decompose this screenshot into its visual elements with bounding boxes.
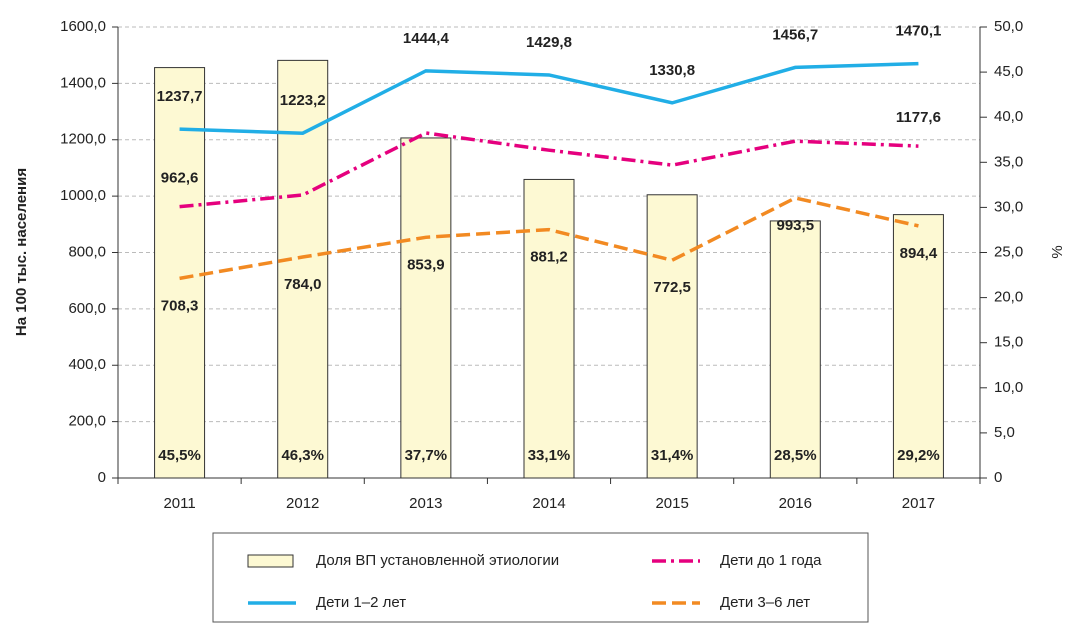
- y-tick-label: 200,0: [68, 413, 106, 430]
- data-label: 1237,7: [157, 88, 203, 105]
- data-label: 33,1%: [528, 447, 571, 464]
- data-label: 29,2%: [897, 447, 940, 464]
- data-label: 37,7%: [405, 447, 448, 464]
- bar: [400, 137, 452, 479]
- data-label: 1470,1: [895, 23, 941, 40]
- y2-tick-label: 15,0: [994, 334, 1023, 351]
- y2-tick-label: 20,0: [994, 289, 1023, 306]
- data-label: 28,5%: [774, 447, 817, 464]
- y2-tick-label: 25,0: [994, 243, 1023, 260]
- x-tick-label: 2015: [655, 495, 688, 512]
- data-label: 1456,7: [772, 26, 818, 43]
- y2-tick-label: 50,0: [994, 18, 1023, 35]
- data-label: 708,3: [161, 297, 199, 314]
- x-tick-label: 2013: [409, 495, 442, 512]
- x-tick-label: 2017: [902, 495, 935, 512]
- y2-tick-label: 45,0: [994, 63, 1023, 80]
- line: [179, 61, 919, 135]
- data-label: 1330,8: [649, 62, 695, 79]
- data-label: 45,5%: [158, 447, 201, 464]
- data-label: 881,2: [530, 249, 568, 266]
- data-label: 784,0: [284, 276, 322, 293]
- bar: [769, 220, 821, 479]
- line: [179, 131, 919, 209]
- y-tick-label: 400,0: [68, 356, 106, 373]
- y-tick-label: 600,0: [68, 300, 106, 317]
- y2-tick-label: 30,0: [994, 198, 1023, 215]
- legend-label: Дети 1–2 лет: [316, 594, 406, 611]
- y-tick-label: 0: [98, 469, 106, 486]
- data-label: 853,9: [407, 256, 445, 273]
- data-label: 1429,8: [526, 34, 572, 51]
- y2-tick-label: 10,0: [994, 379, 1023, 396]
- legend-box: [212, 532, 869, 623]
- y-tick-label: 1200,0: [60, 131, 106, 148]
- y-tick-label: 1400,0: [60, 74, 106, 91]
- data-label: 894,4: [900, 245, 938, 262]
- y2-tick-label: 5,0: [994, 424, 1015, 441]
- legend-swatch: [247, 554, 294, 568]
- y2-tick-label: 40,0: [994, 108, 1023, 125]
- y-tick-label: 1600,0: [60, 18, 106, 35]
- y-tick-label: 800,0: [68, 243, 106, 260]
- data-label: 46,3%: [281, 447, 324, 464]
- legend-label: Дети 3–6 лет: [720, 594, 810, 611]
- bar: [892, 214, 944, 479]
- bar: [523, 178, 575, 479]
- line: [179, 196, 919, 281]
- data-label: 993,5: [777, 217, 815, 234]
- bar: [277, 59, 329, 479]
- data-label: 1223,2: [280, 92, 326, 109]
- data-label: 1177,6: [896, 109, 941, 126]
- bar: [154, 67, 206, 479]
- data-label: 962,6: [161, 170, 199, 187]
- legend-label: Дети до 1 года: [720, 552, 822, 569]
- y2-tick-label: 0: [994, 469, 1002, 486]
- legend-label: Доля ВП установленной этиологии: [316, 552, 559, 569]
- x-tick-label: 2016: [779, 495, 812, 512]
- bar: [646, 194, 698, 479]
- x-tick-label: 2012: [286, 495, 319, 512]
- x-tick-label: 2014: [532, 495, 565, 512]
- y-axis-label: На 100 тыс. населения: [13, 168, 30, 336]
- data-label: 772,5: [653, 279, 691, 296]
- data-label: 1444,4: [403, 30, 450, 47]
- x-tick-label: 2011: [163, 495, 195, 512]
- y-tick-label: 1000,0: [60, 187, 106, 204]
- y2-tick-label: 35,0: [994, 153, 1023, 170]
- data-label: 31,4%: [651, 447, 694, 464]
- y2-axis-label: %: [1049, 245, 1066, 258]
